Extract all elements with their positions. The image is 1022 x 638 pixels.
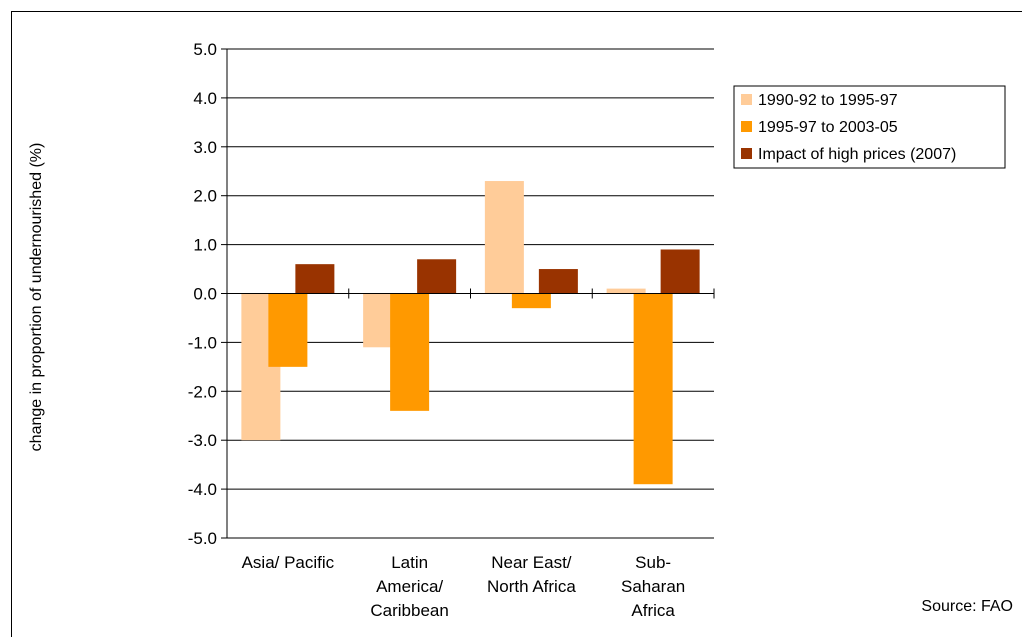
legend-swatch <box>741 148 752 159</box>
bars <box>241 181 700 485</box>
bar <box>268 293 308 367</box>
legend-label: Impact of high prices (2007) <box>758 146 956 163</box>
y-tick-label: 4.0 <box>193 89 217 108</box>
y-tick-label: -2.0 <box>188 382 217 401</box>
category-label: Latin <box>391 553 428 572</box>
bar <box>511 293 551 309</box>
y-tick-label: -5.0 <box>188 529 217 548</box>
legend: 1990-92 to 1995-97 1995-97 to 2003-05 Impa… <box>733 85 1006 169</box>
category-label: Africa <box>631 601 675 620</box>
category-label: Caribbean <box>370 601 448 620</box>
y-tick-label: 3.0 <box>193 138 217 157</box>
chart-frame: 5.0 4.0 3.0 2.0 1.0 0.0 -1.0 -2.0 -3.0 -4.0 -5.0 A… <box>11 11 1022 637</box>
legend-box <box>733 85 1006 169</box>
y-tick-labels: 5.0 4.0 3.0 2.0 1.0 0.0 -1.0 -2.0 -3.0 -4.0 -5.0 <box>188 40 227 548</box>
category-labels: Asia/ Pacific Latin America/Caribbean Near … <box>242 288 715 620</box>
bar <box>484 181 524 294</box>
y-axis-title: change in proportion of undernourished (… <box>28 143 45 452</box>
legend-swatch <box>741 94 752 105</box>
y-tick-label: 2.0 <box>193 187 217 206</box>
y-tick-label: 1.0 <box>193 236 217 255</box>
source-note: Source: FAO <box>921 598 1013 615</box>
bar <box>390 293 430 411</box>
bar <box>660 249 700 294</box>
category-label: North Africa <box>487 577 576 596</box>
y-tick-label: 0.0 <box>193 285 217 304</box>
legend-items: 1990-92 to 1995-97 1995-97 to 2003-05 Impa… <box>741 92 956 163</box>
bar <box>295 264 335 294</box>
y-tick-label: -4.0 <box>188 480 217 499</box>
category-label: Sub- <box>635 553 671 572</box>
legend-label: 1995-97 to 2003-05 <box>758 119 898 136</box>
bar <box>538 269 578 294</box>
category-label: Saharan <box>621 577 685 596</box>
y-tick-label: -1.0 <box>188 333 217 352</box>
bar <box>633 293 673 485</box>
category-label: Asia/ Pacific <box>242 553 335 572</box>
bar <box>417 259 457 294</box>
bar <box>606 288 646 294</box>
bar-chart: 5.0 4.0 3.0 2.0 1.0 0.0 -1.0 -2.0 -3.0 -4.0 -5.0 A… <box>28 40 1013 620</box>
y-tick-label: 5.0 <box>193 40 217 59</box>
y-tick-label: -3.0 <box>188 431 217 450</box>
category-label: Near East/ <box>491 553 572 572</box>
legend-label: 1990-92 to 1995-97 <box>758 92 898 109</box>
legend-swatch <box>741 121 752 132</box>
category-label: America/ <box>376 577 443 596</box>
